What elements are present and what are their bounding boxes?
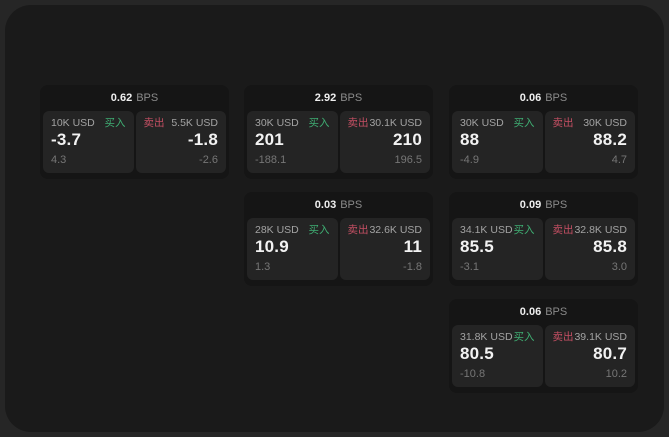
bps-value: 2.92 <box>314 92 337 104</box>
buy-price: 201 <box>255 130 284 149</box>
sell-delta: -2.6 <box>199 154 218 166</box>
sell-quote-button[interactable]: 卖出 39.1K USD 80.7 10.2 <box>544 325 635 387</box>
bps-value: 0.62 <box>110 92 133 104</box>
buy-amount: 30K USD <box>255 117 299 129</box>
buy-price: -3.7 <box>51 130 82 149</box>
sell-price: 85.8 <box>593 237 627 256</box>
bps-value: 0.09 <box>519 199 542 211</box>
buy-price: 88 <box>460 130 480 149</box>
sell-price: 210 <box>393 130 422 149</box>
sell-quote-button[interactable]: 卖出 5.5K USD -1.8 -2.6 <box>135 111 226 173</box>
buy-delta: -4.9 <box>460 154 479 166</box>
sell-label: 卖出 <box>347 224 369 236</box>
buy-label: 买入 <box>513 117 535 129</box>
bps-unit-label: BPS <box>545 92 568 104</box>
bps-value: 0.03 <box>314 199 337 211</box>
quote-card: 0.03 BPS 28K USD 买入 10.9 1.3 卖出 32.6K US… <box>244 192 433 286</box>
bps-header: 2.92 BPS <box>244 85 433 111</box>
buy-delta: -188.1 <box>255 154 287 166</box>
sell-quote-button[interactable]: 卖出 32.8K USD 85.8 3.0 <box>544 218 635 280</box>
bps-header: 0.06 BPS <box>449 299 638 325</box>
sell-price: 88.2 <box>593 130 627 149</box>
buy-delta: -3.1 <box>460 261 479 273</box>
sell-amount: 32.6K USD <box>369 224 422 236</box>
bps-header: 0.09 BPS <box>449 192 638 218</box>
sell-amount: 5.5K USD <box>171 117 218 129</box>
quote-card: 2.92 BPS 30K USD 买入 201 -188.1 卖出 30.1K … <box>244 85 433 179</box>
sell-delta: 4.7 <box>611 154 627 166</box>
sell-delta: 3.0 <box>611 261 627 273</box>
quote-card: 0.62 BPS 10K USD 买入 -3.7 4.3 卖出 5.5K USD… <box>40 85 229 179</box>
buy-quote-button[interactable]: 30K USD 买入 201 -188.1 <box>247 111 338 173</box>
sell-amount: 30.1K USD <box>369 117 422 129</box>
sell-price: -1.8 <box>187 130 218 149</box>
sell-quote-button[interactable]: 卖出 32.6K USD 11 -1.8 <box>339 218 430 280</box>
sell-amount: 39.1K USD <box>574 331 627 343</box>
quote-card: 0.06 BPS 31.8K USD 买入 80.5 -10.8 卖出 39.1… <box>449 299 638 393</box>
buy-price: 80.5 <box>460 344 494 363</box>
buy-quote-button[interactable]: 30K USD 买入 88 -4.9 <box>452 111 543 173</box>
buy-label: 买入 <box>513 224 535 236</box>
bps-value: 0.06 <box>519 306 542 318</box>
bps-unit-label: BPS <box>340 92 363 104</box>
buy-quote-button[interactable]: 28K USD 买入 10.9 1.3 <box>247 218 338 280</box>
sell-delta: 10.2 <box>605 368 627 380</box>
sell-price: 80.7 <box>593 344 627 363</box>
quote-card: 0.06 BPS 30K USD 买入 88 -4.9 卖出 30K USD 8… <box>449 85 638 179</box>
buy-quote-button[interactable]: 10K USD 买入 -3.7 4.3 <box>43 111 134 173</box>
bps-unit-label: BPS <box>545 306 568 318</box>
buy-delta: 1.3 <box>255 261 271 273</box>
sell-delta: -1.8 <box>403 261 422 273</box>
sell-label: 卖出 <box>552 331 574 343</box>
buy-amount: 28K USD <box>255 224 299 236</box>
quote-card: 0.09 BPS 34.1K USD 买入 85.5 -3.1 卖出 32.8K… <box>449 192 638 286</box>
buy-price: 10.9 <box>255 237 289 256</box>
sell-quote-button[interactable]: 卖出 30.1K USD 210 196.5 <box>339 111 430 173</box>
sell-label: 卖出 <box>347 117 369 129</box>
sell-delta: 196.5 <box>394 154 422 166</box>
sell-amount: 30K USD <box>583 117 627 129</box>
buy-delta: -10.8 <box>460 368 486 380</box>
buy-amount: 31.8K USD <box>460 331 513 343</box>
sell-price: 11 <box>403 237 422 256</box>
bps-unit-label: BPS <box>340 199 363 211</box>
bps-header: 0.62 BPS <box>40 85 229 111</box>
buy-amount: 10K USD <box>51 117 95 129</box>
bps-unit-label: BPS <box>136 92 159 104</box>
buy-label: 买入 <box>308 117 330 129</box>
bps-header: 0.03 BPS <box>244 192 433 218</box>
buy-amount: 30K USD <box>460 117 504 129</box>
buy-quote-button[interactable]: 31.8K USD 买入 80.5 -10.8 <box>452 325 543 387</box>
buy-label: 买入 <box>513 331 535 343</box>
buy-quote-button[interactable]: 34.1K USD 买入 85.5 -3.1 <box>452 218 543 280</box>
buy-label: 买入 <box>308 224 330 236</box>
bps-unit-label: BPS <box>545 199 568 211</box>
buy-label: 买入 <box>104 117 126 129</box>
sell-label: 卖出 <box>143 117 165 129</box>
sell-amount: 32.8K USD <box>574 224 627 236</box>
buy-delta: 4.3 <box>51 154 67 166</box>
sell-quote-button[interactable]: 卖出 30K USD 88.2 4.7 <box>544 111 635 173</box>
buy-amount: 34.1K USD <box>460 224 513 236</box>
app-surface: 0.62 BPS 10K USD 买入 -3.7 4.3 卖出 5.5K USD… <box>5 5 664 432</box>
buy-price: 85.5 <box>460 237 494 256</box>
sell-label: 卖出 <box>552 224 574 236</box>
bps-header: 0.06 BPS <box>449 85 638 111</box>
sell-label: 卖出 <box>552 117 574 129</box>
bps-value: 0.06 <box>519 92 542 104</box>
